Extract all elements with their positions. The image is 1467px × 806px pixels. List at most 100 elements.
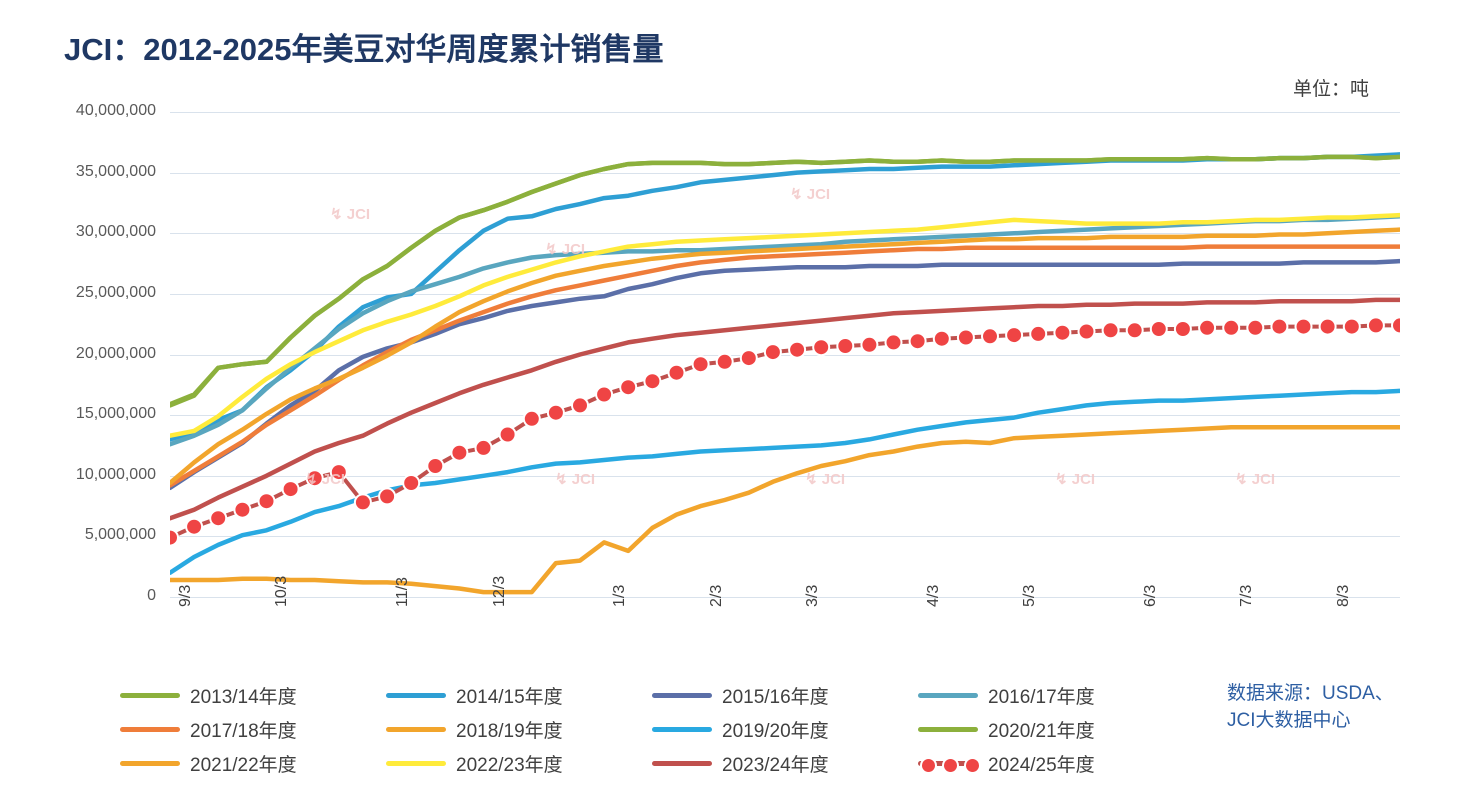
chart-legend: 2013/14年度 2014/15年度 2015/16年度 2016/17年度 2017… <box>120 678 1190 780</box>
x-axis-tick-label: 11/3 <box>394 577 412 607</box>
legend-label: 2021/22年度 <box>190 754 297 776</box>
series-marker <box>1222 318 1241 337</box>
series-marker <box>426 457 445 475</box>
x-axis-tick-label: 9/3 <box>177 584 194 607</box>
series-marker <box>981 327 999 346</box>
series-marker <box>1342 317 1361 336</box>
series-marker <box>667 363 686 382</box>
legend-item[interactable]: 2015/16年度 <box>652 678 918 712</box>
series-marker <box>209 509 228 528</box>
series-line <box>170 154 1400 407</box>
gridline <box>170 233 1400 235</box>
series-line <box>170 258 1400 491</box>
legend-swatch <box>652 760 712 766</box>
series-marker <box>233 500 252 519</box>
series-marker <box>1053 323 1072 342</box>
series-line <box>170 227 1400 486</box>
gridline <box>170 536 1400 538</box>
chart-plot-area <box>170 112 1400 598</box>
series-line <box>170 297 1400 521</box>
chart-lines <box>170 152 1400 595</box>
x-axis-tick-label: 6/3 <box>1141 584 1159 607</box>
series-marker <box>281 480 300 499</box>
legend-label: 2022/23年度 <box>456 754 563 776</box>
legend-item[interactable]: 2013/14年度 <box>120 678 386 712</box>
y-axis-tick-label: 5,000,000 <box>84 526 156 544</box>
series-marker <box>1318 317 1337 336</box>
series-marker <box>1173 320 1192 338</box>
legend-swatch <box>120 692 180 698</box>
series-marker <box>1366 316 1385 335</box>
legend-item[interactable]: 2022/23年度 <box>386 746 652 780</box>
y-axis-tick-label: 15,000,000 <box>75 405 156 423</box>
y-axis-tick-label: 20,000,000 <box>75 344 156 362</box>
series-marker <box>522 409 541 428</box>
gridline <box>170 597 1400 598</box>
legend-item[interactable]: 2017/18年度 <box>120 712 386 746</box>
legend-swatch <box>652 726 712 732</box>
legend-swatch <box>652 692 712 698</box>
series-marker <box>1005 326 1024 345</box>
legend-label: 2024/25年度 <box>988 754 1095 776</box>
legend-item[interactable]: 2023/24年度 <box>652 746 918 780</box>
series-marker <box>763 343 782 362</box>
series-marker <box>619 378 638 397</box>
series-marker <box>474 438 493 457</box>
y-axis-tick-label: 0 <box>147 587 156 604</box>
series-marker <box>1391 316 1400 335</box>
legend-label: 2023/24年度 <box>722 754 829 776</box>
series-marker <box>305 469 324 488</box>
legend-marker-dot <box>942 756 959 774</box>
y-axis-tick-label: 40,000,000 <box>75 102 156 119</box>
series-marker <box>571 396 589 415</box>
legend-label: 2013/14年度 <box>190 686 297 708</box>
series-line <box>170 425 1400 595</box>
series-marker <box>1029 324 1048 343</box>
legend-label: 2014/15年度 <box>456 686 563 708</box>
legend-marker-dot <box>920 756 937 774</box>
legend-item[interactable]: 2016/17年度 <box>918 678 1184 712</box>
x-axis-tick-label: 1/3 <box>611 584 629 607</box>
series-marker <box>257 492 276 511</box>
series-marker <box>1294 317 1313 336</box>
legend-item[interactable]: 2018/19年度 <box>386 712 652 746</box>
legend-label: 2017/18年度 <box>190 720 297 742</box>
series-marker <box>378 487 397 506</box>
y-axis-tick-label: 25,000,000 <box>75 283 156 301</box>
legend-swatch <box>386 692 446 698</box>
series-marker <box>956 328 975 347</box>
series-marker <box>691 355 710 374</box>
legend-item[interactable]: 2020/21年度 <box>918 712 1184 746</box>
x-axis-tick-label: 10/3 <box>273 575 291 607</box>
series-marker <box>546 403 565 422</box>
series-marker <box>812 338 831 357</box>
series-marker <box>353 493 372 512</box>
series-marker <box>498 425 517 444</box>
series-line <box>170 212 1400 438</box>
legend-item[interactable]: 2021/22年度 <box>120 746 386 780</box>
legend-item[interactable]: 2024/25年度 <box>918 746 1184 780</box>
series-marker <box>402 474 421 492</box>
series-marker <box>788 340 807 359</box>
legend-swatch <box>120 760 180 766</box>
y-axis-tick-label: 30,000,000 <box>75 223 156 241</box>
series-marker <box>1125 321 1144 340</box>
legend-swatch <box>386 760 446 766</box>
series-marker <box>1149 320 1168 338</box>
series-marker <box>739 349 758 368</box>
gridline <box>170 293 1400 295</box>
x-axis-tick-label: 4/3 <box>924 584 942 607</box>
series-marker <box>860 335 879 354</box>
legend-swatch <box>386 726 446 732</box>
legend-marker-dot <box>964 756 981 774</box>
series-line <box>170 244 1400 488</box>
page-title: JCI：2012-2025年美豆对华周度累计销售量 <box>64 32 664 67</box>
series-marker <box>329 463 348 482</box>
series-marker <box>1077 322 1096 341</box>
y-axis-tick-label: 10,000,000 <box>75 465 156 483</box>
legend-item[interactable]: 2014/15年度 <box>386 678 652 712</box>
legend-item[interactable]: 2019/20年度 <box>652 712 918 746</box>
x-axis-tick-label: 3/3 <box>804 584 822 607</box>
x-axis-tick-label: 7/3 <box>1238 584 1256 607</box>
series-marker <box>450 443 469 462</box>
